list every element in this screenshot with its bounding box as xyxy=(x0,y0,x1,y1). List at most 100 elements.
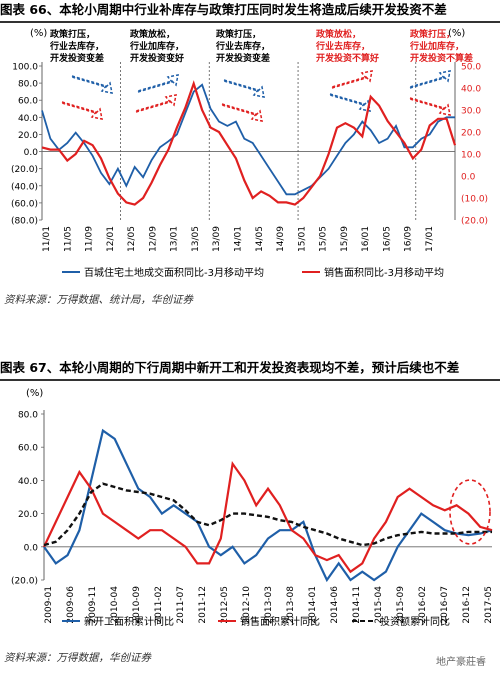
left-tick-label: 0.0 xyxy=(24,148,39,158)
annotation-text: 政策打压， xyxy=(216,28,261,40)
left-tick-label: 40.0 xyxy=(18,114,38,124)
annotation-text: 开发投资变差 xyxy=(216,52,270,64)
x-tick-label: 2011-12 xyxy=(198,586,208,624)
x-tick-label: 14/09 xyxy=(276,226,286,252)
right-tick-label: (10.0) xyxy=(461,195,488,205)
left-tick-label: 60.0 xyxy=(18,97,38,107)
annotation-text: 政策打压， xyxy=(50,28,95,40)
x-tick-label: 2014-06 xyxy=(330,586,340,624)
figure-67-source: 资料来源：万得数据，华创证券 xyxy=(4,652,151,664)
trend-arrow xyxy=(331,70,373,90)
left-tick-label: 20.0 xyxy=(18,131,38,141)
y-tick-label: (20.0) xyxy=(11,577,38,587)
x-tick-label: 13/01 xyxy=(170,226,180,252)
figure-66-title: 图表 66、本轮小周期中行业补库存与政策打压同时发生将造成后续开发投资不差 xyxy=(0,2,447,17)
x-tick-label: 2016-02 xyxy=(418,586,428,624)
x-tick-label: 14/01 xyxy=(234,226,244,252)
figure-67-title-rule xyxy=(0,379,500,381)
left-tick-label: (60.0) xyxy=(11,199,38,209)
figure-66-title-rule xyxy=(0,21,500,23)
x-tick-label: 2016-07 xyxy=(440,586,450,624)
x-tick-label: 2015-04 xyxy=(374,586,384,624)
x-tick-label: 12/05 xyxy=(127,226,137,252)
x-tick-label: 2014-11 xyxy=(352,586,362,624)
trend-arrow xyxy=(61,100,103,120)
x-tick-label: 2009-06 xyxy=(66,586,76,624)
annotation-text: 开发投资不算差 xyxy=(410,52,473,64)
y-tick-label: 80.0 xyxy=(18,411,38,421)
left-tick-label: 80.0 xyxy=(18,80,38,90)
y-tick-label: 0.0 xyxy=(24,543,39,553)
annotation-text: 政策放松， xyxy=(316,28,361,40)
x-tick-label: 2014-01 xyxy=(308,586,318,624)
right-tick-label: 20.0 xyxy=(461,129,481,139)
trend-arrow xyxy=(137,74,179,94)
annotation-text: 行业去库存， xyxy=(315,40,370,52)
figure-67-title: 图表 67、本轮小周期的下行周期中新开工和开发投资表现均不差，预计后续也不差 xyxy=(0,360,460,375)
x-tick-label: 2009-11 xyxy=(88,586,98,624)
x-tick-label: 2012-05 xyxy=(220,586,230,624)
legend-label-new-starts: 新开工面积累计同比 xyxy=(84,615,174,628)
x-tick-label: 15/05 xyxy=(319,226,329,252)
right-axis-unit: (%) xyxy=(448,28,465,39)
y-tick-label: 60.0 xyxy=(18,444,38,454)
x-tick-label: 2013-08 xyxy=(286,586,296,624)
right-tick-label: 0.0 xyxy=(461,173,476,183)
trend-arrow xyxy=(221,102,263,122)
annotation-text: 行业加库存， xyxy=(129,40,184,52)
figure-66-source: 资料来源：万得数据、统计局，华创证券 xyxy=(4,294,193,306)
policy-annotation: 政策放松，行业去库存，开发投资不算好 xyxy=(315,28,379,64)
annotation-text: 开发投资变好 xyxy=(130,52,184,64)
legend-label-sales: 销售面积累计同比 xyxy=(240,615,320,628)
annotation-text: 开发投资不算好 xyxy=(316,52,379,64)
left-axis-unit: (%) xyxy=(30,28,47,39)
annotation-text: 政策放松， xyxy=(130,28,175,40)
series-line-sales-area xyxy=(41,80,457,206)
right-tick-label: 50.0 xyxy=(461,63,481,73)
policy-annotation: 政策放松，行业加库存，开发投资变好 xyxy=(129,28,184,64)
x-tick-label: 12/09 xyxy=(148,226,158,252)
trend-arrow xyxy=(71,74,113,94)
left-tick-label: (40.0) xyxy=(11,182,38,192)
y-axis-unit: (%) xyxy=(26,388,43,399)
x-tick-label: 16/05 xyxy=(382,226,392,252)
chart-66-sales-vs-land: (%) (%) 100.0 80.0 60.0 40.0 20.0 0.0 (20.0) (40.… xyxy=(11,28,488,279)
series-line-investment xyxy=(43,482,492,547)
series-line-land-transactions xyxy=(41,83,455,196)
x-tick-label: 11/05 xyxy=(63,226,73,252)
x-tick-label: 15/09 xyxy=(340,226,350,252)
chart-67-newstarts-sales-investment: (%) 80.0 60.0 40.0 20.0 0.0 (20.0) 2009-01 2009-… xyxy=(11,388,494,628)
policy-annotation: 政策打压，行业加库存，开发投资不算差 xyxy=(409,28,473,64)
trend-arrow xyxy=(223,78,265,98)
x-tick-label: 17/01 xyxy=(425,226,435,252)
policy-annotation: 政策打压，行业去库存，开发投资变差 xyxy=(215,28,270,64)
right-tick-label: 10.0 xyxy=(461,151,481,161)
x-tick-label: 11/09 xyxy=(85,226,95,252)
series-line-sales-area xyxy=(43,460,493,574)
legend-label-sales: 销售面积同比-3月移动平均 xyxy=(324,266,444,279)
x-tick-label: 14/05 xyxy=(255,226,265,252)
x-tick-label: 2011-02 xyxy=(154,586,164,624)
x-tick-label: 2015-09 xyxy=(396,586,406,624)
left-tick-label: (80.0) xyxy=(11,217,38,227)
x-tick-label: 16/09 xyxy=(404,226,414,252)
x-tick-label: 16/01 xyxy=(361,226,371,252)
x-tick-label: 2013-03 xyxy=(264,586,274,624)
left-tick-label: 100.0 xyxy=(12,63,38,73)
annotation-text: 开发投资变差 xyxy=(50,52,104,64)
annotation-text: 行业去库存， xyxy=(49,40,104,52)
y-tick-label: 20.0 xyxy=(18,510,38,520)
annotation-text: 政策打压， xyxy=(410,28,455,40)
x-tick-label: 2017-05 xyxy=(484,586,494,624)
x-tick-label: 2009-01 xyxy=(44,586,54,624)
highlight-ellipse xyxy=(449,479,491,545)
trend-arrow xyxy=(135,94,177,114)
x-tick-label: 11/01 xyxy=(42,226,52,252)
annotation-text: 行业去库存， xyxy=(215,40,270,52)
x-tick-label: 13/09 xyxy=(212,226,222,252)
right-tick-label: 30.0 xyxy=(461,107,481,117)
trend-arrow xyxy=(409,70,451,90)
annotation-text: 行业加库存， xyxy=(409,40,464,52)
right-tick-label: 40.0 xyxy=(461,85,481,95)
x-tick-label: 2011-07 xyxy=(176,586,186,624)
